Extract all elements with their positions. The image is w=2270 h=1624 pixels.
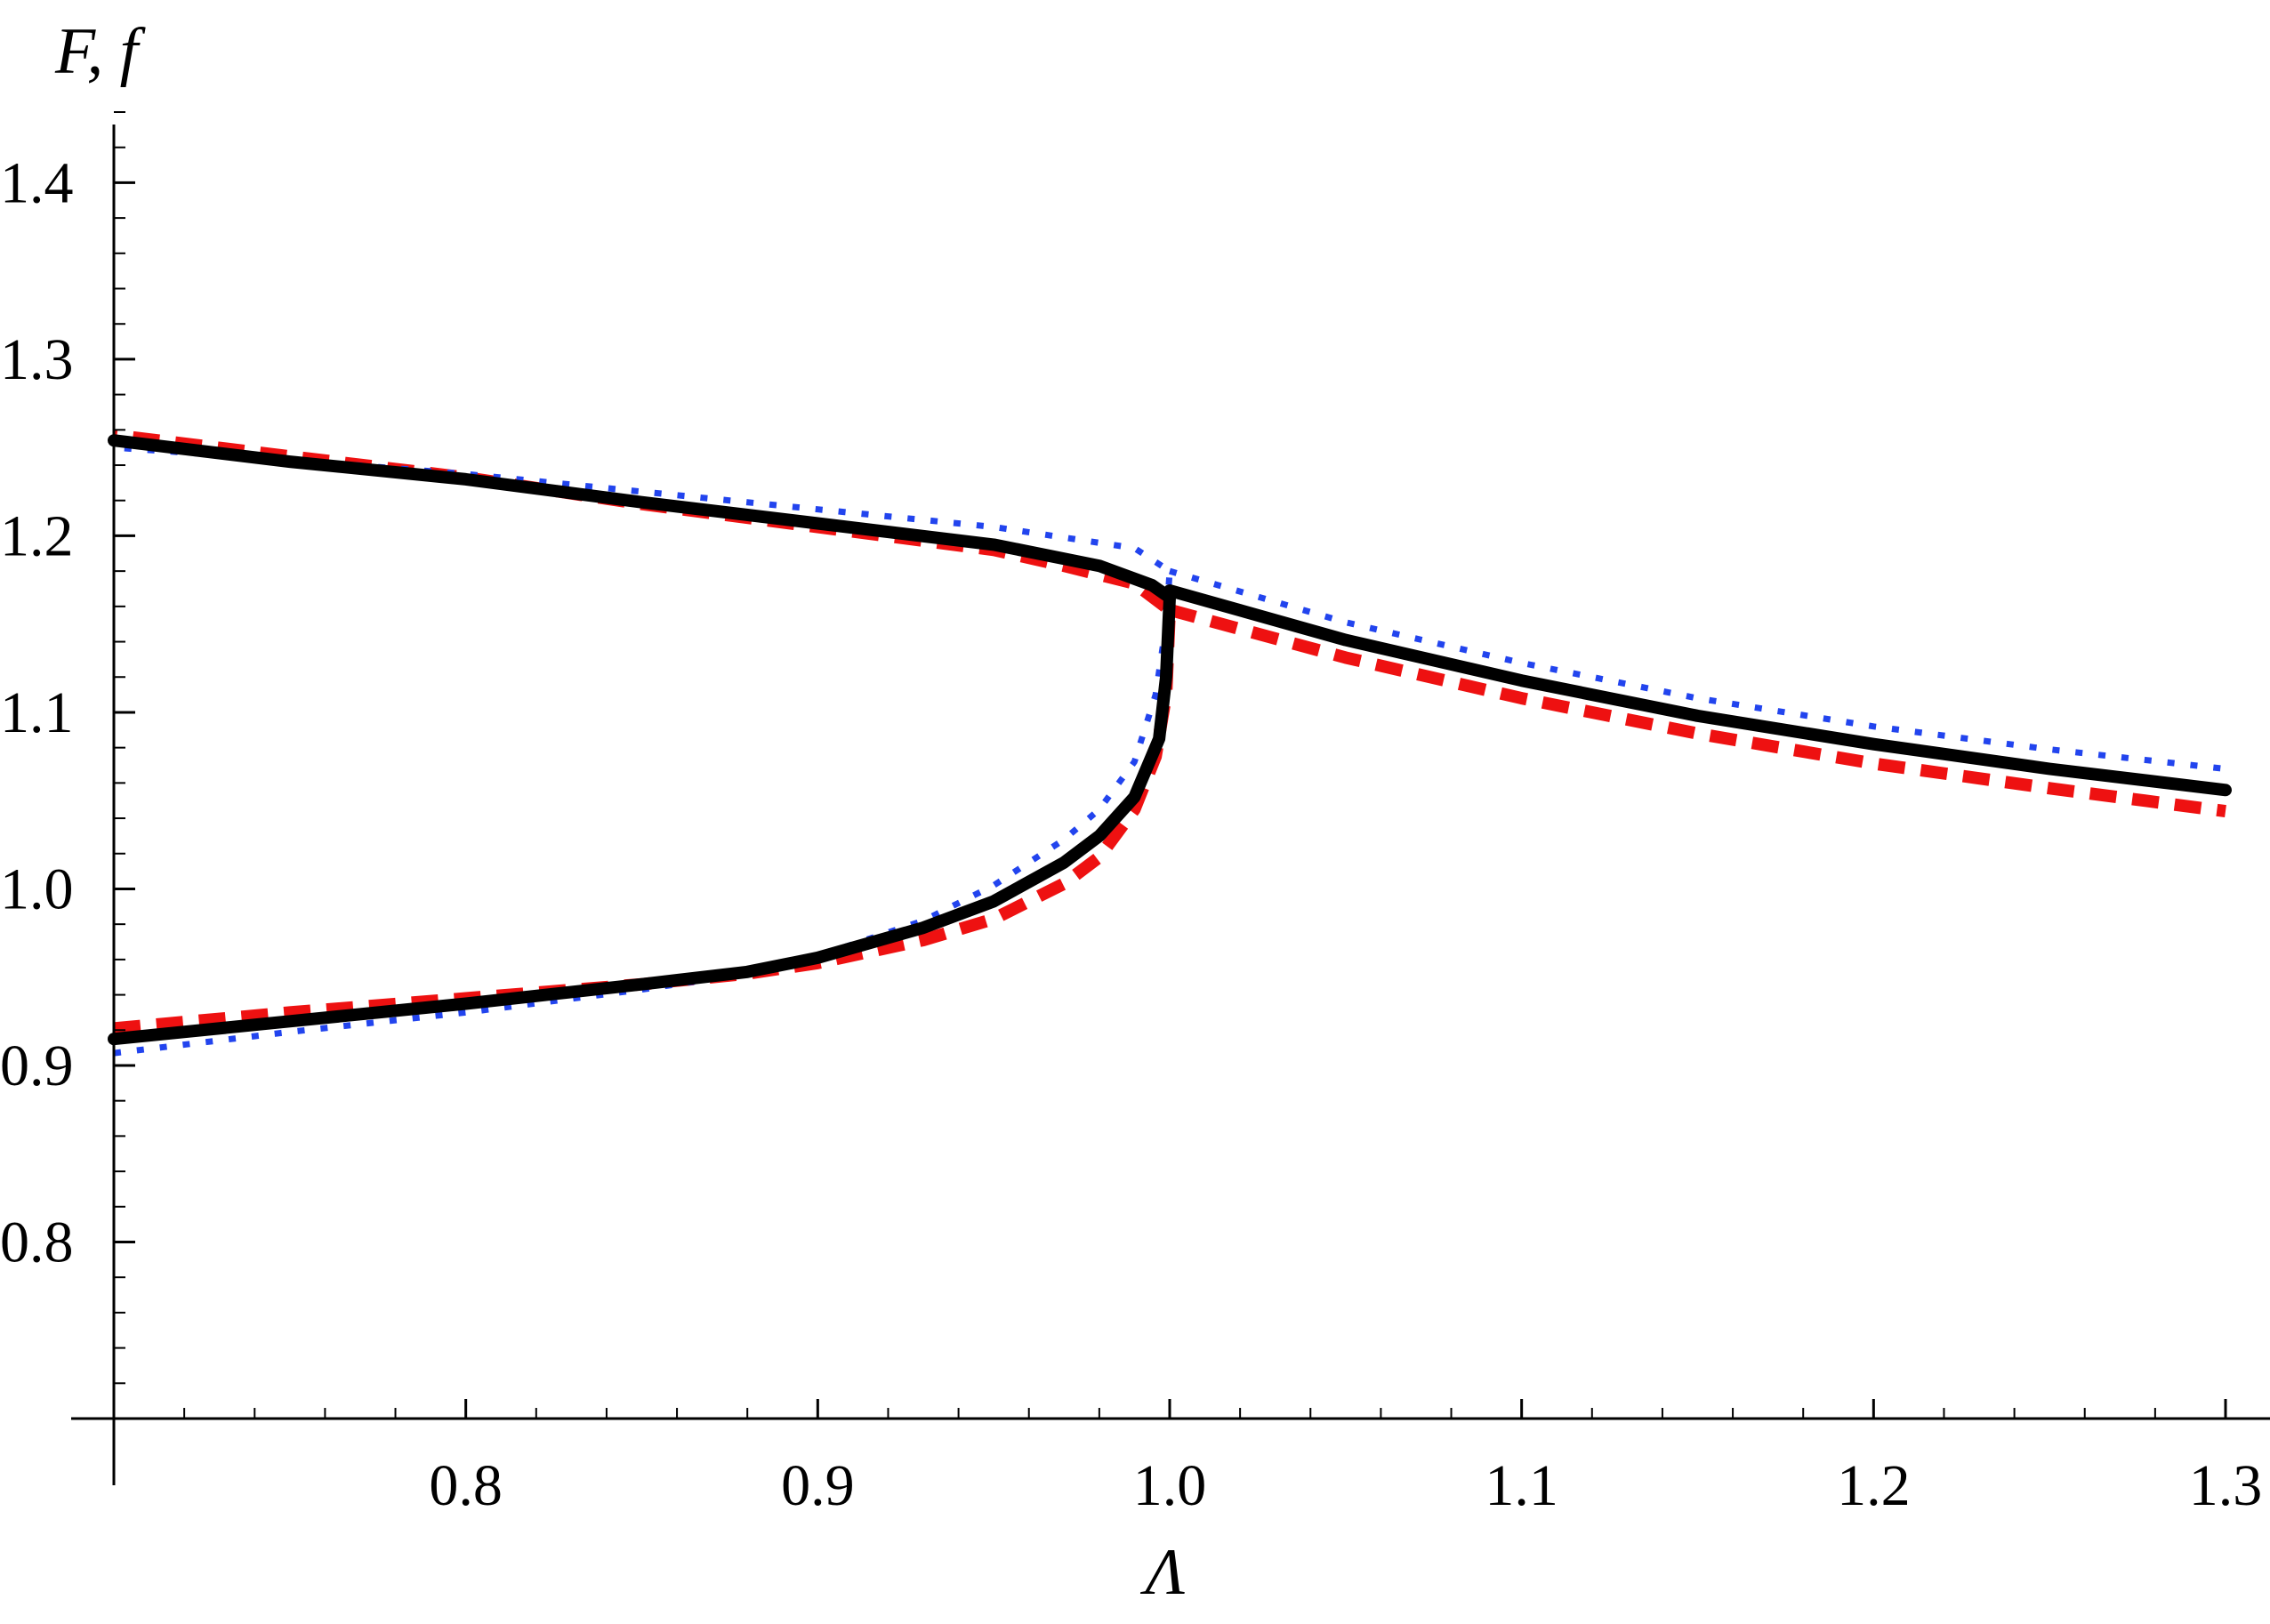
axes-layer bbox=[71, 125, 2270, 1485]
series-line-solid-1 bbox=[1163, 584, 2232, 797]
x-tick-label: 1.1 bbox=[1485, 1453, 1558, 1518]
x-tick-label: 1.3 bbox=[2189, 1453, 2263, 1518]
series-layer bbox=[108, 429, 2232, 1057]
y-axis-title: F, f bbox=[54, 15, 147, 88]
x-tick-label: 0.9 bbox=[781, 1453, 855, 1518]
ticks-layer bbox=[114, 111, 2227, 1419]
x-axis-title: Λ bbox=[1140, 1536, 1186, 1609]
series-line-solid-0 bbox=[108, 434, 1176, 1046]
series-line-dashed-3 bbox=[1168, 604, 2226, 818]
series-line-dotted-4 bbox=[113, 444, 1173, 1057]
y-tick-label: 0.9 bbox=[0, 1033, 74, 1098]
y-tick-label: 0.8 bbox=[0, 1210, 74, 1274]
x-tick-label: 1.0 bbox=[1133, 1453, 1207, 1518]
labels-layer: F, f Λ 0.8 0.9 1.0 1.1 1.2 1.3 0.8 0.9 1.0 1.1 1.2… bbox=[0, 15, 2262, 1609]
y-tick-label: 1.3 bbox=[0, 327, 74, 392]
y-tick-label: 1.4 bbox=[0, 150, 74, 215]
series-line-dashed-2 bbox=[113, 429, 1176, 1035]
series-line-dotted-5 bbox=[1169, 567, 2226, 772]
y-tick-label: 1.2 bbox=[0, 503, 74, 568]
y-tick-label: 1.1 bbox=[0, 680, 74, 745]
x-tick-label: 0.8 bbox=[429, 1453, 503, 1518]
y-tick-label: 1.0 bbox=[0, 856, 74, 921]
x-tick-label: 1.2 bbox=[1837, 1453, 1911, 1518]
